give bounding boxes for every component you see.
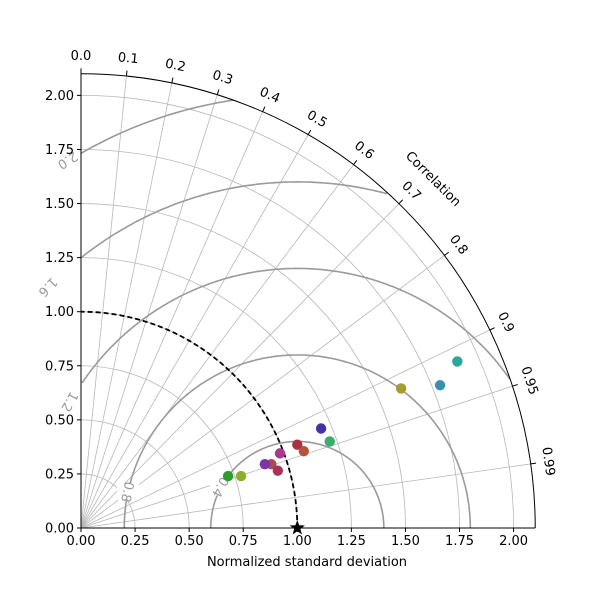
correlation-tick-label: 0.95 [517, 365, 540, 397]
correlation-grid-ray [80, 463, 531, 529]
correlation-tick [307, 129, 312, 135]
correlation-tick [489, 327, 495, 331]
correlation-tick-label: 0.1 [117, 50, 139, 67]
rms-contour [81, 267, 511, 384]
rms-contour-label: 1.2 [57, 389, 80, 414]
correlation-grid-ray [80, 385, 513, 529]
reference-star-marker [289, 520, 305, 535]
std-grid-arc [80, 95, 514, 529]
x-tick-label: 0.50 [175, 534, 204, 549]
rms-contour-label-bg [57, 153, 80, 170]
x-tick-label: 0.75 [229, 534, 258, 549]
rms-contour [81, 181, 388, 258]
x-tick-label: 1.25 [337, 534, 366, 549]
data-point [298, 446, 309, 457]
correlation-tick-label: 0.4 [257, 85, 282, 107]
rms-contour-label-bg [37, 279, 60, 296]
correlation-grid-ray [80, 164, 354, 529]
std-grid-arc [80, 149, 460, 529]
data-point [434, 380, 446, 391]
y-tick-label: 0.50 [45, 413, 74, 428]
data-point [395, 383, 407, 394]
correlation-tick-label: 0.9 [494, 310, 517, 335]
y-tick-label: 0.75 [45, 359, 74, 374]
correlation-tick [444, 251, 450, 256]
x-tick-label: 1.50 [391, 534, 420, 549]
correlation-grid-ray [80, 255, 445, 529]
correlation-tick [398, 199, 404, 204]
std-grid-arc [80, 257, 352, 529]
x-tick-label: 1.75 [445, 534, 474, 549]
data-point [315, 423, 327, 434]
rms-contour-label-bg [117, 484, 140, 501]
correlation-tick [171, 77, 174, 84]
y-tick-label: 1.75 [45, 143, 74, 158]
correlation-grid-ray [80, 82, 173, 529]
data-point [274, 448, 286, 459]
y-tick-label: 0.00 [45, 522, 74, 537]
rms-contour-label-bg [59, 394, 82, 411]
data-point [324, 436, 335, 447]
data-point [452, 356, 463, 367]
correlation-grid-ray [80, 111, 264, 529]
correlation-tick-label: 0.2 [164, 56, 187, 75]
data-point [235, 470, 247, 482]
rms-contour-label: 0.8 [117, 480, 136, 503]
correlation-tick [262, 106, 266, 112]
x-tick-label: 0.00 [67, 534, 96, 549]
x-tick-label: 2.00 [499, 534, 528, 549]
correlation-grid-ray [80, 76, 127, 529]
correlation-tick-label: 0.99 [538, 446, 557, 477]
axes-frame [80, 73, 536, 529]
grid-layer [80, 73, 531, 529]
y-tick-label: 2.00 [45, 89, 74, 104]
rms-contour [80, 99, 234, 155]
rms-contour-label-bg [209, 479, 232, 496]
data-point [292, 439, 303, 450]
correlation-grid-ray [80, 134, 309, 529]
correlation-tick [530, 462, 537, 465]
correlation-tick [216, 89, 220, 95]
x-axis-label: Normalized standard deviation [207, 555, 407, 570]
tick-layer: 0.000.00 0.25 0.25 0.50 0.50 0.75 0.75 1.00 1.00… [45, 49, 557, 549]
x-tick-label: 0.25 [121, 534, 150, 549]
correlation-tick-label: 0.3 [210, 68, 234, 89]
correlation-grid-ray [80, 203, 400, 529]
data-point [222, 470, 234, 482]
correlation-tick [512, 384, 518, 387]
std-grid-arc [80, 419, 190, 529]
points-layer [222, 356, 463, 535]
correlation-tick-label: 0.6 [351, 139, 377, 163]
reference-std-arc [80, 310, 299, 529]
rms-contour-layer: 0.40.81.21.62.0 [35, 99, 511, 528]
correlation-tick-label: 0.8 [446, 232, 470, 258]
rms-contour [123, 354, 472, 528]
y-tick-label: 1.50 [45, 197, 74, 212]
outer-correlation-arc [80, 73, 536, 529]
y-tick-label: 1.25 [45, 251, 74, 266]
correlation-tick-label: 0.0 [71, 49, 92, 64]
y-tick-label: 0.25 [45, 467, 74, 482]
correlation-tick [353, 159, 358, 165]
correlation-tick-label: 0.5 [304, 108, 329, 131]
correlation-tick [125, 70, 128, 77]
data-point [259, 458, 271, 470]
correlation-grid-ray [80, 329, 490, 529]
data-point [272, 465, 284, 476]
x-tick-label: 1.00 [283, 534, 312, 549]
std-grid-arc [80, 365, 244, 529]
correlation-grid-ray [80, 94, 218, 529]
y-tick-label: 1.00 [45, 305, 74, 320]
